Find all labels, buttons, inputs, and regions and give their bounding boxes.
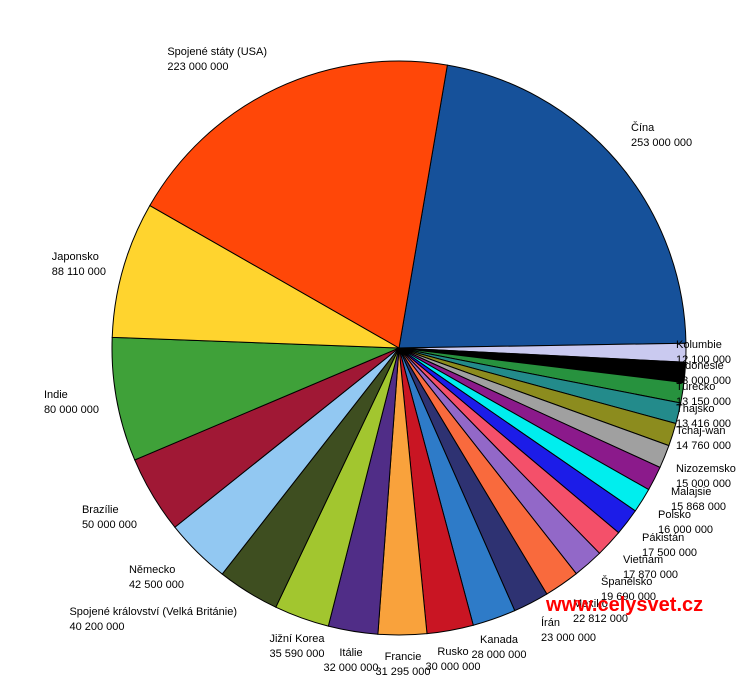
watermark: www.celysvet.cz [546,594,704,616]
pie-slice-24 [149,60,448,349]
pie-slice-22 [111,336,400,461]
pie-slice-23 [111,204,400,349]
pie-slice-0 [398,64,687,349]
